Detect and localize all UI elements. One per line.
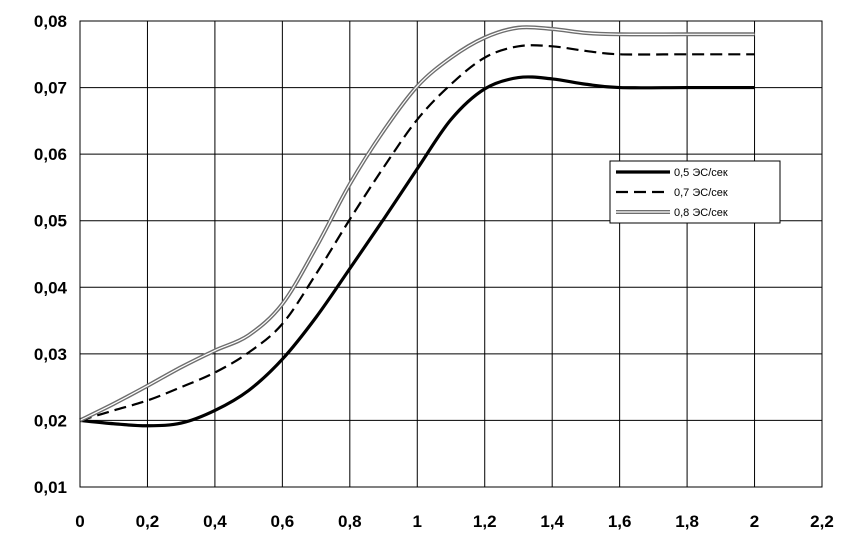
x-tick-label: 0 xyxy=(75,512,84,531)
legend-label: 0,5 ЭС/сек xyxy=(674,167,728,179)
y-tick-label: 0,08 xyxy=(34,12,67,31)
series-1 xyxy=(79,44,755,422)
y-axis-ticks: 0,01 0,02 0,03 0,04 0,05 0,06 0,07 0,08 xyxy=(34,12,68,497)
y-tick-label: 0,04 xyxy=(34,278,68,297)
plot-border xyxy=(79,20,823,488)
y-tick-label: 0,07 xyxy=(34,79,67,98)
series-line-2-core xyxy=(79,26,755,421)
legend-label: 0,7 ЭС/сек xyxy=(674,187,728,199)
legend: 0,5 ЭС/сек 0,7 ЭС/сек 0,8 ЭС/сек xyxy=(609,160,781,224)
y-tick-label: 0,06 xyxy=(34,145,67,164)
legend-label: 0,8 ЭС/сек xyxy=(674,207,728,219)
x-tick-label: 0,8 xyxy=(338,512,362,531)
x-tick-label: 0,4 xyxy=(203,512,227,531)
x-tick-label: 2,2 xyxy=(810,512,834,531)
series-line-1 xyxy=(79,44,755,422)
x-tick-label: 2 xyxy=(750,512,759,531)
series-2 xyxy=(79,25,755,423)
x-tick-label: 1,6 xyxy=(608,512,632,531)
x-tick-label: 0,6 xyxy=(271,512,295,531)
x-tick-label: 0,2 xyxy=(136,512,160,531)
y-tick-label: 0,01 xyxy=(34,478,67,497)
x-axis-ticks: 0 0,2 0,4 0,6 0,8 1 1,2 1,4 1,6 1,8 2 2,2 xyxy=(75,512,834,531)
y-tick-label: 0,03 xyxy=(34,345,67,364)
x-tick-label: 1,8 xyxy=(675,512,699,531)
y-tick-label: 0,02 xyxy=(34,411,67,430)
x-tick-label: 1,4 xyxy=(540,512,564,531)
y-tick-label: 0,05 xyxy=(34,212,67,231)
series-0 xyxy=(79,75,755,428)
grid xyxy=(79,20,823,488)
series-line-0 xyxy=(79,75,755,428)
x-tick-label: 1,2 xyxy=(473,512,497,531)
series-layer xyxy=(79,25,755,428)
x-tick-label: 1 xyxy=(413,512,422,531)
